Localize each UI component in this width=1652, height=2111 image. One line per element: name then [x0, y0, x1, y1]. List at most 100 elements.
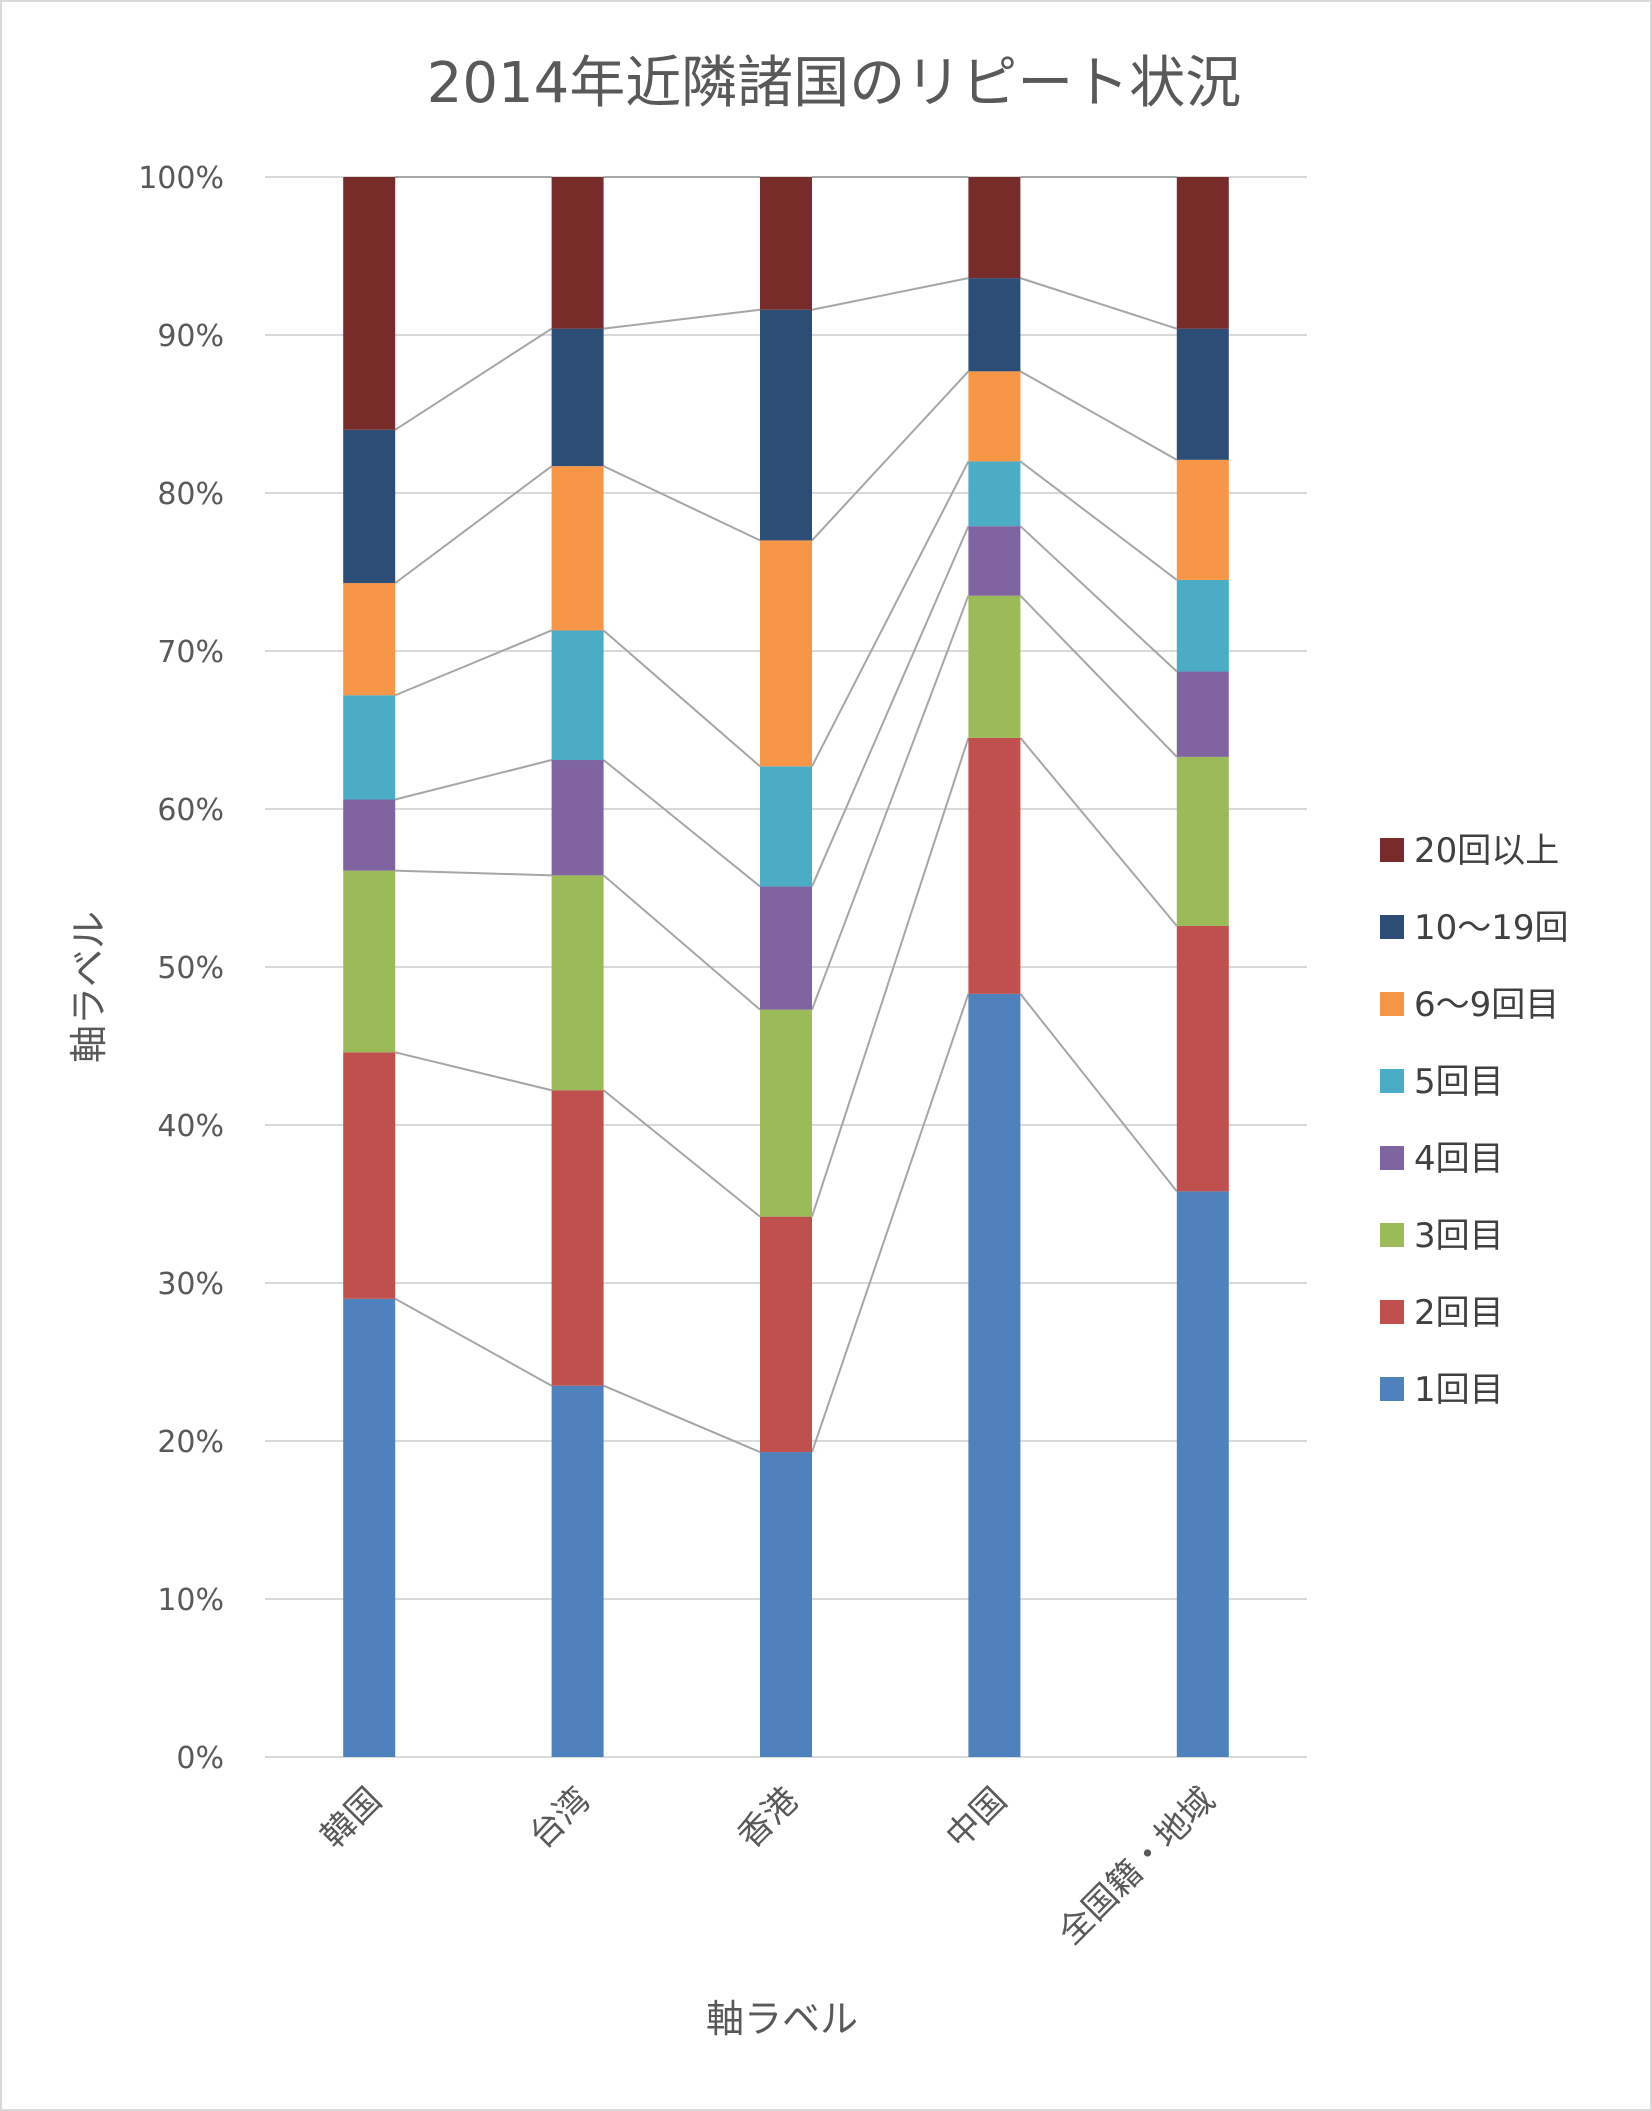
bar-segment	[343, 177, 396, 430]
y-tick-label: 10%	[157, 1583, 224, 1618]
bar-segment	[343, 429, 396, 584]
bar-segment	[551, 760, 604, 876]
chart-title: 2014年近隣諸国のリピート状況	[427, 51, 1242, 116]
bar-segment	[1176, 756, 1229, 926]
series-line	[1019, 370, 1178, 461]
bar-segment	[343, 870, 396, 1053]
legend-swatch	[1380, 1377, 1404, 1401]
y-axis-ticks: 0% 10% 20% 30% 40% 50% 60% 70% 80% 90% 100%	[138, 161, 224, 1776]
y-axis-title: 軸ラベル	[67, 911, 111, 1063]
series-line	[811, 993, 970, 1453]
bar-segment	[760, 309, 812, 541]
bar-segment	[760, 886, 812, 1010]
legend-swatch	[1380, 1223, 1404, 1247]
legend-item: 5回目	[1380, 1062, 1504, 1102]
legend-label: 1回目	[1414, 1370, 1504, 1410]
x-category-label: 韓国	[313, 1780, 389, 1856]
bar-segment	[1176, 459, 1229, 580]
x-category-label: 台湾	[522, 1780, 598, 1856]
series-line	[1019, 460, 1178, 581]
series-line	[1019, 595, 1178, 758]
y-tick-label: 50%	[157, 951, 224, 986]
bar-segment	[760, 1216, 812, 1453]
x-axis-categories: 韓国 台湾 香港 中国 全国籍・地域	[313, 1780, 1223, 1953]
bar-segment	[968, 737, 1021, 994]
series-line	[395, 869, 552, 877]
bar-segment	[968, 526, 1021, 596]
legend-swatch	[1380, 1069, 1404, 1093]
bar-segment	[1176, 1191, 1229, 1757]
bar-segment	[760, 1009, 812, 1217]
series-line	[602, 759, 761, 888]
bar-segment	[343, 695, 396, 800]
bar-segment	[343, 1298, 396, 1757]
series-line	[394, 327, 553, 431]
legend: 20回以上 10〜19回 6〜9回目 5回目 4回目 3回目 2回目 1回目	[1380, 831, 1569, 1410]
legend-item: 2回目	[1380, 1293, 1504, 1333]
y-tick-label: 30%	[157, 1267, 224, 1302]
bar-segment	[1176, 579, 1229, 672]
y-tick-label: 20%	[157, 1425, 224, 1460]
legend-item: 4回目	[1380, 1139, 1504, 1179]
legend-item: 1回目	[1380, 1370, 1504, 1410]
series-line	[394, 629, 552, 697]
series-line	[1019, 737, 1178, 927]
y-tick-label: 90%	[157, 319, 224, 354]
bar-segment	[760, 177, 812, 310]
bar-segment	[551, 328, 604, 467]
legend-swatch	[1380, 1300, 1404, 1324]
legend-item: 6〜9回目	[1380, 985, 1559, 1025]
legend-label: 10〜19回	[1414, 908, 1569, 948]
bar-segment	[551, 1385, 604, 1757]
series-lines	[394, 176, 1178, 1453]
bar-segment	[343, 583, 396, 696]
bar-segment	[551, 630, 604, 761]
series-line	[811, 737, 970, 1217]
bar-segment	[968, 595, 1021, 738]
series-line	[1019, 993, 1178, 1192]
bar-segment	[968, 461, 1021, 527]
y-tick-label: 100%	[138, 161, 224, 196]
series-line	[603, 465, 761, 542]
legend-label: 5回目	[1414, 1062, 1504, 1102]
legend-swatch	[1380, 992, 1404, 1016]
legend-swatch	[1380, 915, 1404, 939]
y-tick-label: 80%	[157, 477, 224, 512]
series-line	[602, 874, 761, 1011]
bar-segment	[760, 766, 812, 887]
y-tick-label: 0%	[176, 1741, 224, 1776]
legend-label: 3回目	[1414, 1216, 1504, 1256]
bar-segment	[551, 177, 604, 329]
series-line	[811, 460, 970, 767]
bar-segment	[551, 1090, 604, 1386]
series-line	[1020, 277, 1178, 330]
legend-label: 20回以上	[1414, 831, 1559, 871]
legend-item: 3回目	[1380, 1216, 1504, 1256]
series-line	[394, 465, 553, 584]
legend-swatch	[1380, 1146, 1404, 1170]
bar-segment	[551, 875, 604, 1091]
series-line	[811, 277, 969, 311]
legend-swatch	[1380, 838, 1404, 862]
bar-segment	[1176, 671, 1229, 757]
legend-label: 2回目	[1414, 1293, 1504, 1333]
series-line	[394, 1297, 553, 1387]
bar-segment	[1176, 925, 1229, 1192]
bar-segment	[760, 1452, 812, 1757]
series-line	[603, 1384, 761, 1453]
bar-segment	[968, 993, 1021, 1757]
series-line	[394, 1051, 552, 1092]
x-category-label: 香港	[730, 1780, 806, 1856]
bar-segment	[968, 278, 1021, 372]
series-line	[811, 370, 970, 542]
series-line	[1019, 525, 1178, 673]
x-axis-title: 軸ラベル	[706, 1997, 858, 2041]
series-line	[602, 1089, 761, 1218]
bar-segment	[343, 1052, 396, 1299]
series-line	[811, 525, 970, 887]
bar-segment	[551, 466, 604, 631]
series-line	[811, 595, 970, 1011]
bar-segment	[760, 540, 812, 767]
